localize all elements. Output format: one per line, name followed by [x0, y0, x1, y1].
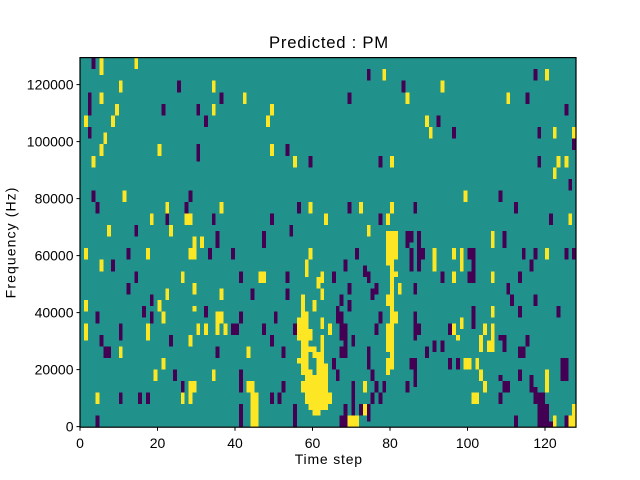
svg-text:60000: 60000 — [35, 248, 74, 264]
svg-text:80000: 80000 — [35, 191, 74, 207]
svg-text:100: 100 — [456, 435, 480, 451]
svg-text:0: 0 — [76, 435, 84, 451]
svg-text:40: 40 — [227, 435, 243, 451]
svg-text:Frequency (Hz): Frequency (Hz) — [3, 186, 19, 298]
svg-text:Predicted : PM: Predicted : PM — [269, 33, 389, 52]
svg-text:120000: 120000 — [27, 77, 74, 93]
svg-text:80: 80 — [382, 435, 398, 451]
svg-text:120: 120 — [533, 435, 557, 451]
svg-text:Time step: Time step — [295, 451, 363, 467]
svg-text:20000: 20000 — [35, 362, 74, 378]
svg-text:40000: 40000 — [35, 305, 74, 321]
svg-text:0: 0 — [66, 419, 74, 435]
svg-text:100000: 100000 — [27, 134, 74, 150]
svg-text:20: 20 — [150, 435, 166, 451]
svg-text:60: 60 — [305, 435, 321, 451]
